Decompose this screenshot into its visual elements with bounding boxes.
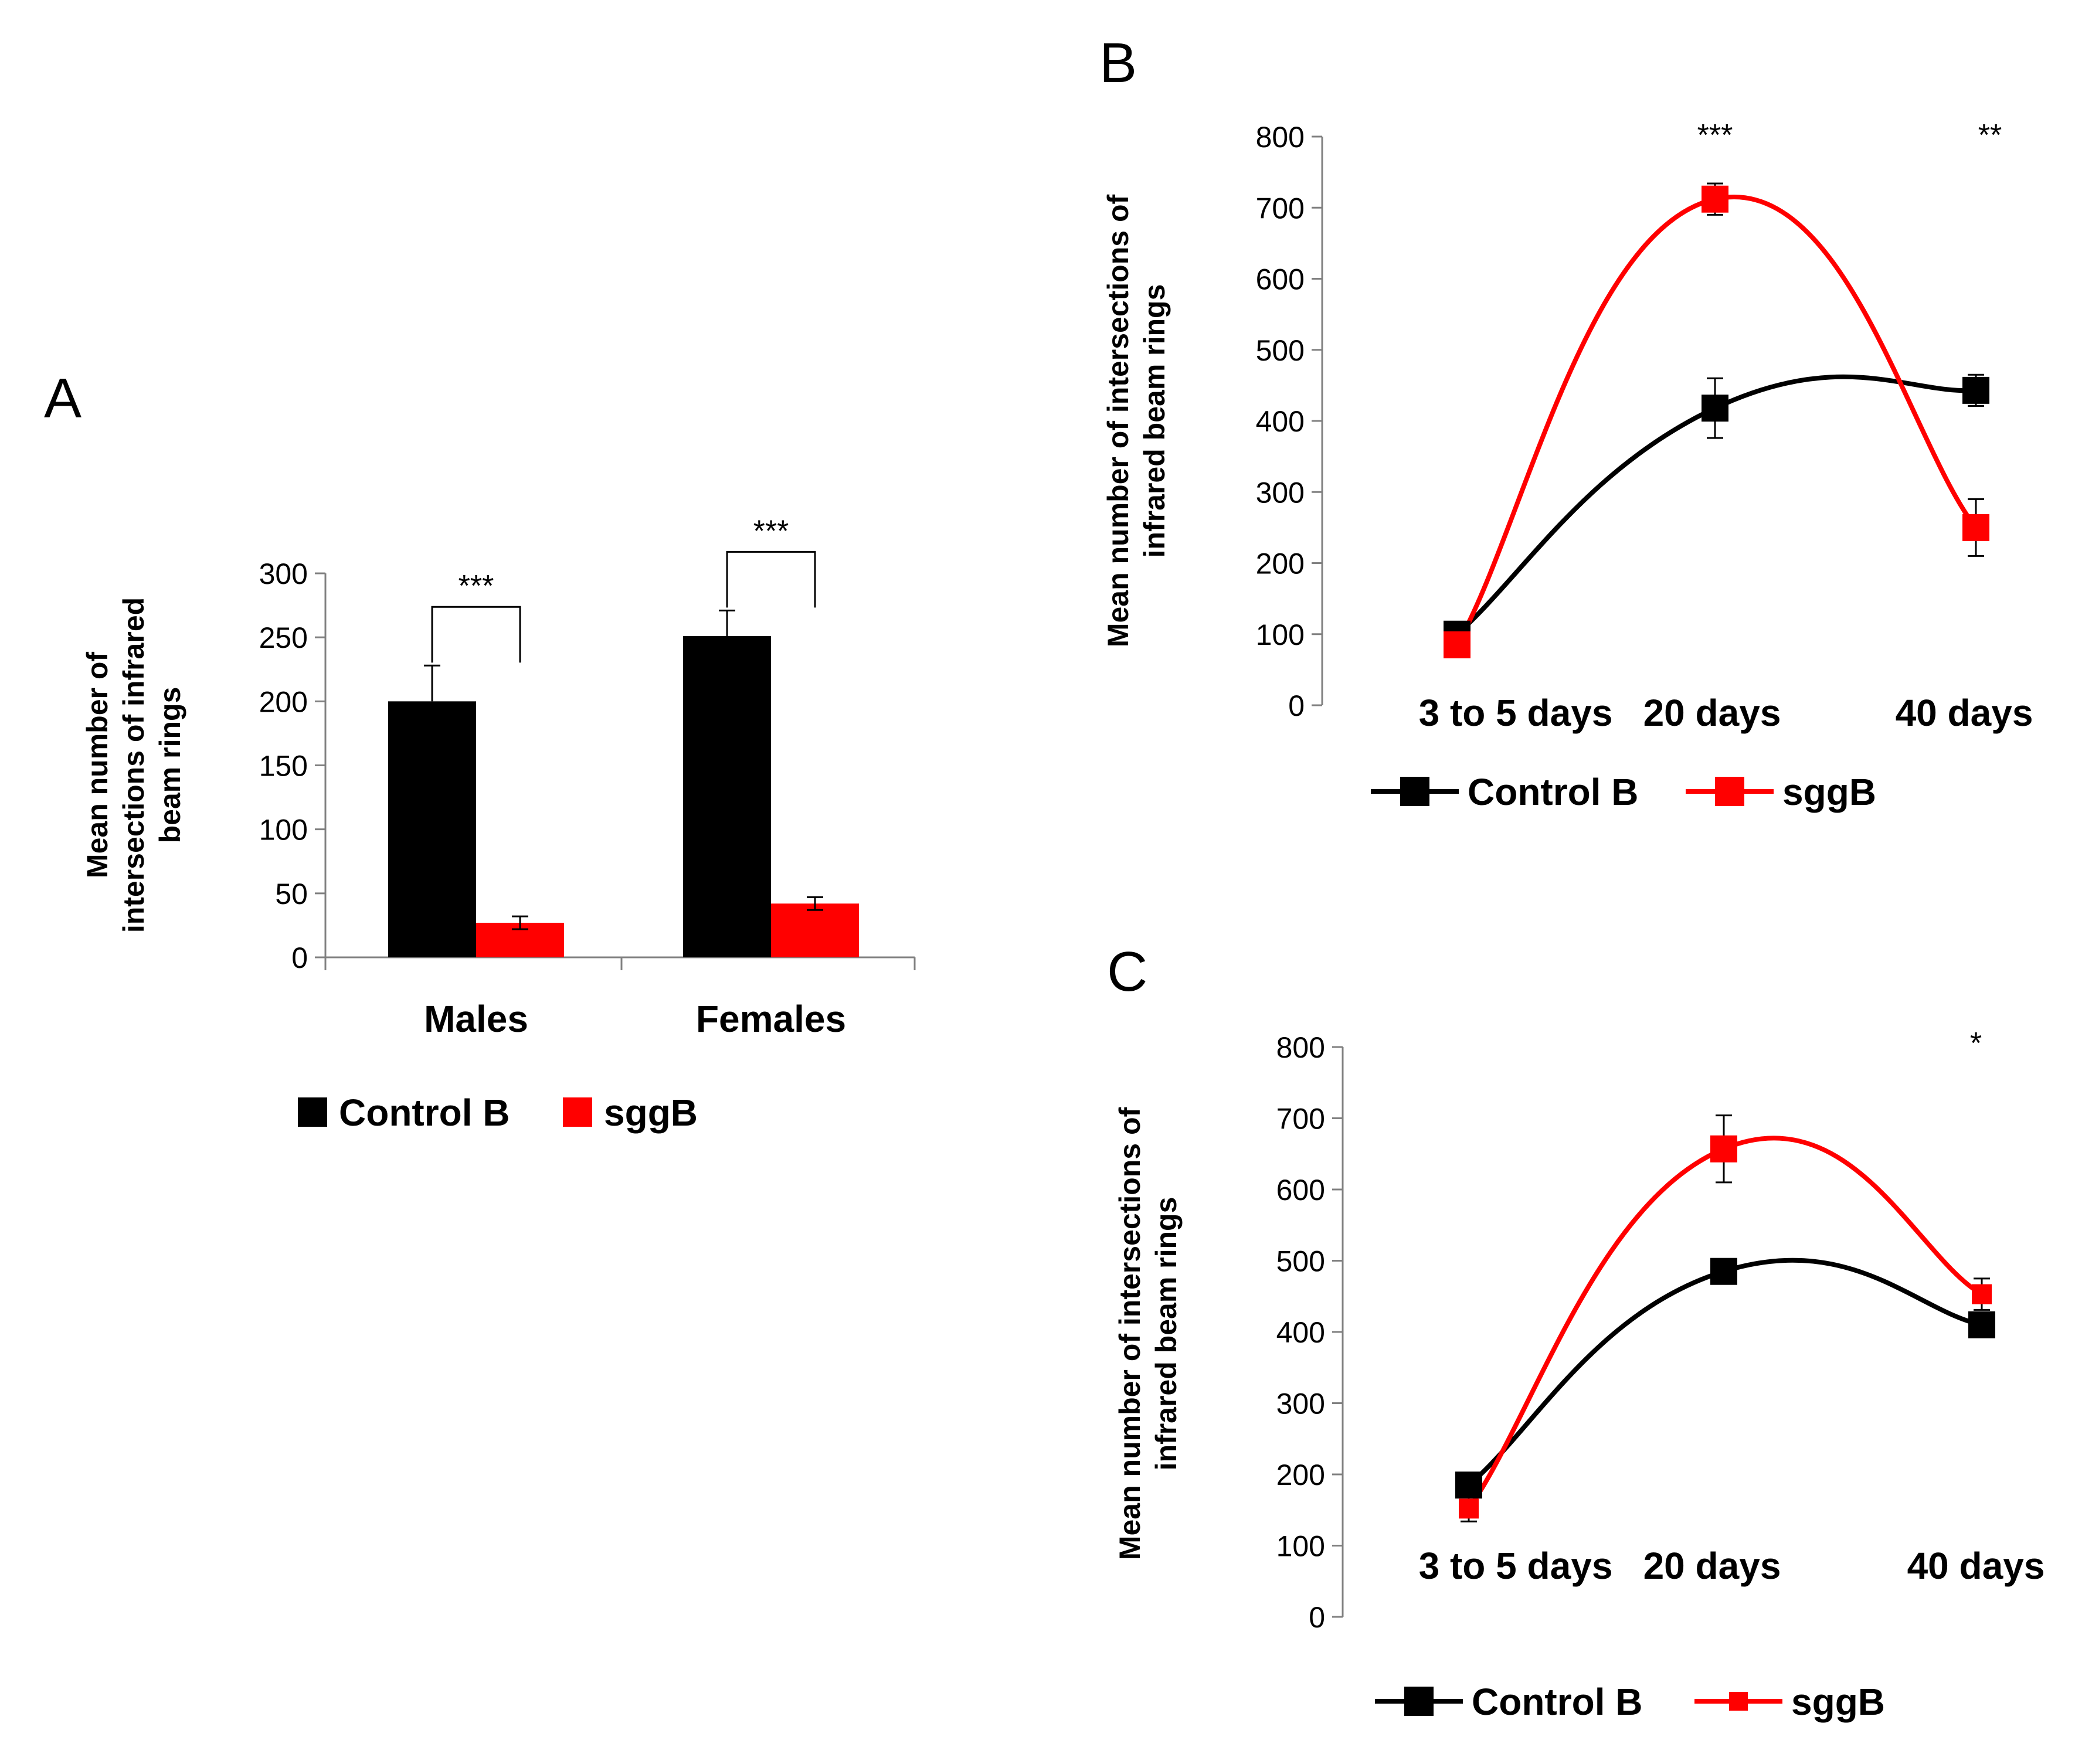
y-tick-label: 800 [1276, 1031, 1325, 1064]
series-line-control-b [1467, 1257, 1982, 1487]
y-tick-label: 700 [1276, 1103, 1325, 1136]
legend-label-sggb: sggB [1791, 1681, 1885, 1723]
y-axis-label-line: intersections of infrared [117, 597, 150, 933]
y-axis-label-line: beam rings [154, 687, 186, 844]
y-axis-label-line: Mean number of intersections of [1102, 195, 1135, 648]
data-point-sggb [1962, 514, 1989, 541]
data-point-control-b [1455, 1471, 1482, 1499]
y-tick-label: 100 [1276, 1530, 1325, 1563]
panel-label-a: A [44, 367, 81, 430]
data-point-sggb [1972, 1284, 1992, 1304]
significance-label: *** [459, 569, 494, 603]
y-axis-label: Mean number of intersections of infrared … [1102, 195, 1171, 648]
y-tick-label: 500 [1276, 1245, 1325, 1278]
x-category-label: 20 days [1643, 1545, 1781, 1587]
legend-label-sggb: sggB [1782, 771, 1876, 813]
y-axis-label-line: infrared beam rings [1150, 1197, 1183, 1471]
data-point-control-b [1702, 395, 1728, 422]
significance-label: * [1970, 1027, 1982, 1061]
x-category-label: Males [424, 998, 528, 1040]
y-axis-label: Mean number of intersections of infrared … [1113, 1107, 1183, 1561]
x-category-label: Females [696, 998, 846, 1040]
significance-label: *** [1697, 118, 1733, 152]
y-tick-label: 200 [259, 685, 308, 718]
y-tick-label: 50 [275, 878, 308, 910]
data-point-sggb [1459, 1498, 1479, 1519]
y-tick-label: 400 [1256, 405, 1305, 438]
y-tick-label: 400 [1276, 1316, 1325, 1349]
panel-a-bar-chart: A 0 50 100 150 200 250 300 Mean number of inters… [44, 367, 916, 1134]
data-point-sggb [1710, 1135, 1737, 1163]
legend-marker-sggb [1729, 1692, 1748, 1711]
bar-control-b-males [388, 701, 476, 957]
legend-marker-control-b [1400, 777, 1429, 806]
data-point-control-b [1962, 376, 1989, 404]
legend-label-control-b: Control B [1472, 1681, 1643, 1723]
legend-swatch-sggb [563, 1097, 592, 1127]
data-point-sggb [1444, 631, 1471, 658]
panel-b-line-chart: B 0 100 200 300 400 500 600 700 800 Mean number o… [1099, 32, 2033, 813]
panel-label-c: C [1107, 940, 1147, 1003]
y-tick-label: 0 [1309, 1601, 1325, 1634]
y-tick-label: 100 [1256, 618, 1305, 651]
x-category-label: 40 days [1907, 1545, 2045, 1587]
y-tick-label: 600 [1256, 263, 1305, 296]
data-point-control-b [1968, 1311, 1995, 1338]
data-point-control-b [1710, 1257, 1737, 1285]
y-tick-label: 200 [1276, 1459, 1325, 1491]
significance-label: ** [1978, 118, 2002, 152]
x-category-label: 20 days [1643, 692, 1781, 734]
bar-sggb-females [771, 903, 859, 957]
significance-label: *** [753, 514, 789, 548]
series-line-sggb [1466, 1136, 1983, 1510]
y-tick-label: 0 [291, 942, 308, 974]
y-tick-label: 700 [1256, 192, 1305, 225]
x-category-label: 3 to 5 days [1419, 1545, 1613, 1587]
legend-swatch-control-b [298, 1097, 327, 1127]
legend-label-sggb: sggB [604, 1092, 698, 1134]
legend-marker-control-b [1404, 1687, 1434, 1716]
legend-label-control-b: Control B [339, 1092, 510, 1134]
panel-label-b: B [1099, 32, 1137, 94]
significance-bracket [431, 606, 521, 663]
y-tick-label: 150 [259, 750, 308, 783]
x-category-label: 40 days [1896, 692, 2033, 734]
y-axis-label-line: infrared beam rings [1138, 284, 1171, 558]
y-tick-label: 300 [259, 558, 308, 590]
y-axis-label-line: Mean number of intersections of [1113, 1107, 1146, 1561]
y-tick-label: 600 [1276, 1174, 1325, 1206]
y-tick-label: 250 [259, 621, 308, 654]
legend-label-control-b: Control B [1468, 771, 1639, 813]
y-axis-label: Mean number of intersections of infrared b… [81, 597, 186, 933]
significance-bracket [726, 550, 816, 608]
y-tick-label: 300 [1256, 476, 1305, 509]
y-tick-label: 500 [1256, 334, 1305, 367]
y-tick-label: 0 [1288, 689, 1305, 722]
data-point-sggb [1702, 185, 1728, 213]
panel-c-line-chart: C 0 100 200 300 400 500 600 700 800 Mean number o… [1107, 940, 2045, 1723]
y-tick-label: 800 [1256, 121, 1305, 154]
bar-control-b-females [683, 635, 771, 957]
y-tick-label: 300 [1276, 1388, 1325, 1420]
y-tick-label: 100 [259, 814, 308, 847]
y-tick-label: 200 [1256, 548, 1305, 580]
legend-marker-sggb [1715, 777, 1744, 806]
x-category-label: 3 to 5 days [1419, 692, 1613, 734]
y-axis-label-line: Mean number of [81, 652, 114, 878]
